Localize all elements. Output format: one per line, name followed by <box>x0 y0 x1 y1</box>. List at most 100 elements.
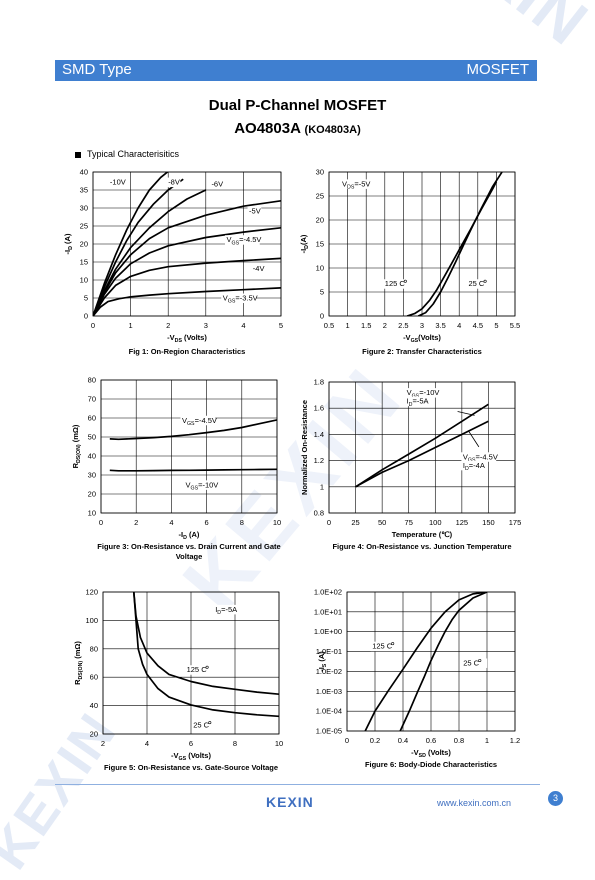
series-annotation: VGS=-3.5V <box>223 294 258 305</box>
label-backdrop <box>370 641 400 652</box>
y-axis-title: RDS(ON) (mΩ) <box>71 424 82 468</box>
x-axis-title: -VGS (Volts) <box>171 751 211 762</box>
figure-caption: Figure 3: On-Resistance vs. Drain Curren… <box>97 542 280 551</box>
series-annotation: 125 C <box>385 279 406 288</box>
y-tick-label: 60 <box>90 673 98 682</box>
x-tick-label: 0.6 <box>426 736 436 745</box>
x-tick-label: 1 <box>485 736 489 745</box>
series-line <box>93 257 281 316</box>
y-tick-label: 1.0E+00 <box>314 627 342 636</box>
y-tick-label: 40 <box>80 168 88 177</box>
y-tick-label: 30 <box>88 471 96 480</box>
x-tick-label: 1 <box>346 321 350 330</box>
x-tick-label: 0 <box>345 736 349 745</box>
figure-caption: Figure 5: On-Resistance vs. Gate-Source … <box>104 763 278 772</box>
y-tick-label: 1.0E-03 <box>316 687 342 696</box>
series-annotation: VDS=-5V <box>342 179 370 190</box>
y-tick-label: 0.8 <box>314 509 324 518</box>
x-axis-title: -VSD (Volts) <box>411 748 451 759</box>
label-backdrop <box>467 279 493 289</box>
figure-caption: Figure 2: Transfer Characteristics <box>362 347 482 356</box>
plot-frame <box>100 379 278 514</box>
y-tick-label: 1.0E-05 <box>316 727 342 736</box>
y-tick-label: 20 <box>90 730 98 739</box>
plot-frame <box>92 171 282 317</box>
y-axis-title-group: RDS(ON) (mΩ) <box>71 424 82 468</box>
x-tick-label: 3.5 <box>435 321 445 330</box>
y-tick-label: 10 <box>88 509 96 518</box>
series-annotation: VGS=-4.5V <box>463 452 498 463</box>
label-backdrop <box>461 460 486 471</box>
x-tick-label: 0 <box>99 518 103 527</box>
label-backdrop <box>166 177 181 188</box>
y-tick-label: 1.0E-01 <box>316 647 342 656</box>
y-tick-label: 0 <box>84 312 88 321</box>
label-backdrop <box>224 235 260 245</box>
x-axis-title: -VGS(Volts) <box>403 333 441 344</box>
x-tick-label: 4 <box>169 518 173 527</box>
series-annotation: -10V <box>110 178 126 187</box>
label-backdrop <box>180 415 216 426</box>
series-annotation: 125 C <box>372 642 393 651</box>
figure-caption: Fig 1: On-Region Characteristics <box>129 347 246 356</box>
y-tick-label: 5 <box>84 294 88 303</box>
label-backdrop <box>405 396 430 407</box>
x-tick-label: 0.8 <box>454 736 464 745</box>
part-number-line: AO4803A (KO4803A) <box>0 120 595 137</box>
label-backdrop <box>251 264 265 274</box>
x-tick-label: 1.2 <box>510 736 520 745</box>
series-annotation: -8V <box>168 178 180 187</box>
x-tick-label: 6 <box>189 739 193 748</box>
label-backdrop <box>340 179 368 189</box>
y-tick-label: 1.0E+02 <box>314 588 342 597</box>
y-tick-label: 0 <box>320 312 324 321</box>
x-tick-label: 4 <box>241 321 245 330</box>
x-tick-label: 0.2 <box>370 736 380 745</box>
x-tick-label: 4 <box>457 321 461 330</box>
part-number: AO4803A <box>234 120 301 137</box>
section-label: Typical Characterisitics <box>87 149 180 159</box>
y-tick-label: 1.0E-04 <box>316 707 342 716</box>
label-backdrop <box>247 206 262 216</box>
degree-icon <box>483 279 487 283</box>
x-tick-label: 100 <box>429 518 442 527</box>
y-tick-label: 1.6 <box>314 404 324 413</box>
y-tick-label: 30 <box>316 168 324 177</box>
series-line <box>417 172 503 316</box>
x-tick-label: 2 <box>101 739 105 748</box>
y-tick-label: 25 <box>80 222 88 231</box>
y-tick-label: 40 <box>88 452 96 461</box>
series-line <box>132 592 279 696</box>
x-tick-label: 125 <box>456 518 469 527</box>
y-tick-label: 20 <box>80 240 88 249</box>
series-line <box>93 226 281 316</box>
y-tick-label: 60 <box>88 414 96 423</box>
label-backdrop <box>213 604 238 615</box>
degree-icon <box>391 642 395 646</box>
y-tick-label: 15 <box>316 240 324 249</box>
series-line <box>93 199 281 316</box>
y-axis-title-group: RDS(ON) (mΩ) <box>73 641 84 685</box>
arrow-leader <box>467 430 480 448</box>
series-annotation: VGS=-4.5V <box>182 416 217 427</box>
series-line <box>355 403 489 488</box>
degree-icon <box>403 279 407 283</box>
series-line <box>355 420 489 488</box>
series-line <box>399 592 488 731</box>
x-tick-label: 2.5 <box>398 321 408 330</box>
label-backdrop <box>461 452 497 462</box>
y-tick-label: 50 <box>88 433 96 442</box>
series-line <box>93 287 281 316</box>
chart-fig5: 2 4 6 8 10 20 40 60 80 100 120 ID=-5A 125 C 25 C -VGS … <box>73 588 283 773</box>
series-annotation: -4V <box>253 264 265 273</box>
x-tick-label: 2 <box>383 321 387 330</box>
x-tick-label: 150 <box>482 518 495 527</box>
series-line <box>93 189 207 316</box>
x-tick-label: 10 <box>275 739 283 748</box>
arrow-leader <box>457 411 475 416</box>
x-axis-title: Temperature (℃) <box>392 530 453 539</box>
chart-fig6: 0 0.2 0.4 0.6 0.8 1 1.2 1.0E-05 1.0E-04 1.0E-03 1.… <box>314 588 520 770</box>
page-number: 3 <box>548 791 563 806</box>
series-annotation: VGS=-4.5V <box>226 235 261 246</box>
x-tick-label: 1 <box>129 321 133 330</box>
